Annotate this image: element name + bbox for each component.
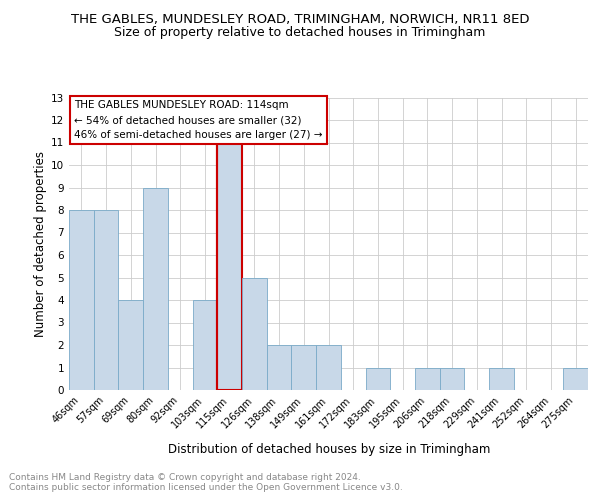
Bar	[316, 345, 341, 390]
Text: Size of property relative to detached houses in Trimingham: Size of property relative to detached ho…	[115, 26, 485, 39]
Bar	[69, 210, 94, 390]
Text: Distribution of detached houses by size in Trimingham: Distribution of detached houses by size …	[167, 442, 490, 456]
Text: Contains HM Land Registry data © Crown copyright and database right 2024.
Contai: Contains HM Land Registry data © Crown c…	[9, 472, 403, 492]
Bar	[563, 368, 588, 390]
Bar	[143, 188, 168, 390]
Bar	[415, 368, 440, 390]
Bar	[242, 278, 267, 390]
Bar	[489, 368, 514, 390]
Y-axis label: Number of detached properties: Number of detached properties	[34, 151, 47, 337]
Bar	[94, 210, 118, 390]
Bar	[365, 368, 390, 390]
Bar	[118, 300, 143, 390]
Bar	[267, 345, 292, 390]
Text: THE GABLES, MUNDESLEY ROAD, TRIMINGHAM, NORWICH, NR11 8ED: THE GABLES, MUNDESLEY ROAD, TRIMINGHAM, …	[71, 12, 529, 26]
Bar	[193, 300, 217, 390]
Text: THE GABLES MUNDESLEY ROAD: 114sqm
← 54% of detached houses are smaller (32)
46% : THE GABLES MUNDESLEY ROAD: 114sqm ← 54% …	[74, 100, 323, 140]
Bar	[217, 142, 242, 390]
Bar	[292, 345, 316, 390]
Bar	[440, 368, 464, 390]
